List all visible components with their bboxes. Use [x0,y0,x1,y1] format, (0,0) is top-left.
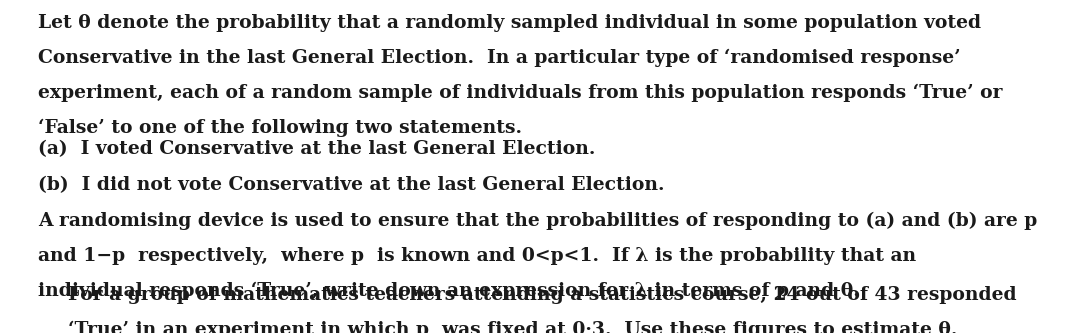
Text: Conservative in the last General Election.  In a particular type of ‘randomised : Conservative in the last General Electio… [38,49,960,67]
Text: Let θ denote the probability that a randomly sampled individual in some populati: Let θ denote the probability that a rand… [38,14,981,32]
Text: individual responds ‘True’, write down an expression for λ in terms of p and θ.: individual responds ‘True’, write down a… [38,282,860,300]
Text: experiment, each of a random sample of individuals from this population responds: experiment, each of a random sample of i… [38,84,1002,102]
Text: ‘False’ to one of the following two statements.: ‘False’ to one of the following two stat… [38,119,522,137]
Text: (b)  I did not vote Conservative at the last General Election.: (b) I did not vote Conservative at the l… [38,176,664,194]
Text: ‘True’ in an experiment in which p  was fixed at 0·3.  Use these figures to esti: ‘True’ in an experiment in which p was f… [68,321,957,333]
Text: For a group of mathematics teachers attending a statistics course, 24 out of 43 : For a group of mathematics teachers atte… [68,286,1016,304]
Text: A randomising device is used to ensure that the probabilities of responding to (: A randomising device is used to ensure t… [38,212,1037,230]
Text: and 1−p  respectively,  where p  is known and 0<p<1.  If λ is the probability th: and 1−p respectively, where p is known a… [38,247,916,265]
Text: (a)  I voted Conservative at the last General Election.: (a) I voted Conservative at the last Gen… [38,140,595,158]
